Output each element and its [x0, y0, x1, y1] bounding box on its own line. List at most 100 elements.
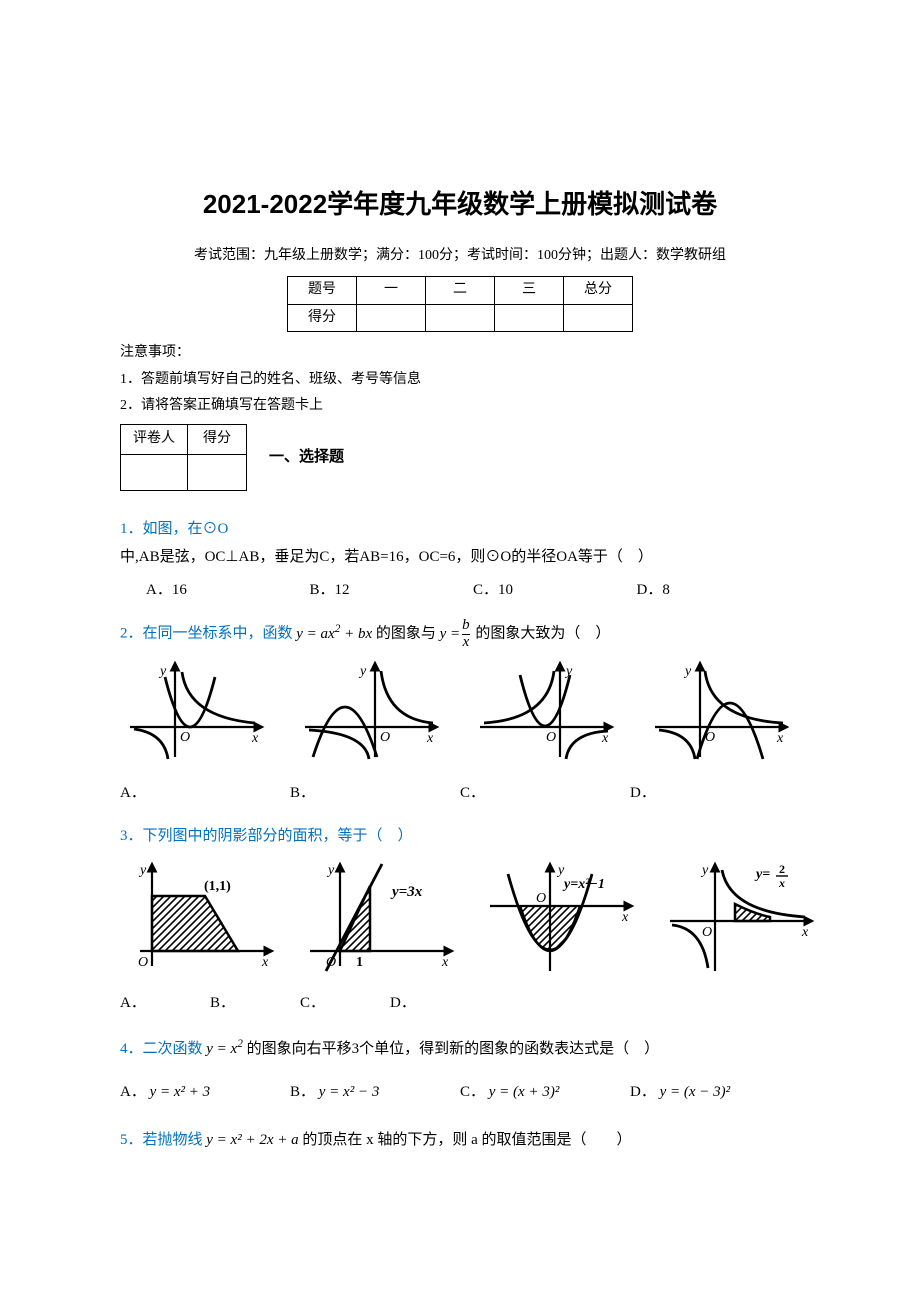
q5-body: 的顶点在 x 轴的下方，则 a 的取值范围是（ ） — [302, 1132, 631, 1148]
section-header-row: 评卷人 得分 一、选择题 — [120, 424, 800, 491]
svg-text:x: x — [621, 910, 629, 925]
svg-text:y=x²−1: y=x²−1 — [562, 877, 605, 892]
choice-label: A． — [120, 989, 210, 1018]
q2-eq1a: y = ax2 + bx — [296, 626, 372, 642]
question-1: 1．如图，在⊙O — [120, 515, 800, 544]
choice: B．12 — [310, 576, 474, 605]
question-5: 5．若抛物线 y = x² + 2x + a 的顶点在 x 轴的下方，则 a 的… — [120, 1126, 800, 1155]
q3-graph-3: y x O y=x²−1 — [480, 856, 640, 987]
svg-text:(1,1): (1,1) — [204, 879, 231, 894]
svg-text:y: y — [358, 664, 367, 679]
score-header-cell: 总分 — [564, 276, 633, 304]
note-line: 1．答题前填写好自己的姓名、班级、考号等信息 — [120, 367, 800, 394]
q5-num: 5．若抛物线 — [120, 1132, 206, 1148]
q3-graph-1: y x O (1,1) — [120, 856, 280, 987]
question-4: 4．二次函数 y = x2 的图象向右平移3个单位，得到新的图象的函数表达式是（… — [120, 1035, 800, 1064]
q3-text: 3．下列图中的阴影部分的面积，等于（ ） — [120, 828, 413, 844]
svg-text:y: y — [138, 863, 147, 878]
q3-graph-4: y x O y= 2 x — [660, 856, 820, 987]
svg-text:2: 2 — [779, 862, 785, 876]
svg-text:y=3x: y=3x — [390, 884, 423, 900]
q3-labels: A． B． C． D． — [120, 989, 800, 1018]
q4-num: 4．二次函数 — [120, 1041, 206, 1057]
notes-block: 注意事项： 1．答题前填写好自己的姓名、班级、考号等信息 2．请将答案正确填写在… — [120, 340, 800, 420]
score-header-cell: 一 — [357, 276, 426, 304]
svg-text:x: x — [426, 731, 434, 746]
choice-label: D． — [390, 989, 480, 1018]
svg-text:y: y — [326, 863, 335, 878]
svg-text:y: y — [700, 863, 709, 878]
q2-graph-c: x y O — [470, 657, 625, 778]
rater-table: 评卷人 得分 — [120, 424, 247, 491]
q2-graph-a: x y O — [120, 657, 275, 778]
svg-text:O: O — [138, 955, 148, 970]
svg-text:x: x — [601, 731, 609, 746]
choice-label: B． — [290, 779, 460, 808]
choice: C． y = (x + 3)² — [460, 1078, 630, 1107]
choice-label: C． — [460, 779, 630, 808]
choice: C．10 — [473, 576, 637, 605]
svg-text:O: O — [180, 730, 190, 745]
score-header-cell: 三 — [495, 276, 564, 304]
q1-body: 中,AB是弦，OC⊥AB，垂足为C，若AB=16，OC=6，则⊙O的半径OA等于… — [120, 543, 800, 572]
rater-cell — [121, 454, 188, 490]
svg-text:O: O — [380, 730, 390, 745]
q2-graph-b: x y O — [295, 657, 450, 778]
q4-eq: y = x2 — [206, 1041, 243, 1057]
choice-label: B． — [210, 989, 300, 1018]
choice: A．16 — [146, 576, 310, 605]
question-3: 3．下列图中的阴影部分的面积，等于（ ） — [120, 822, 800, 851]
q3-graph-2: y x O 1 y=3x — [300, 856, 460, 987]
q2-labels: A． B． C． D． — [120, 779, 800, 808]
choice: A． y = x² + 3 — [120, 1078, 290, 1107]
section-heading: 一、选择题 — [269, 443, 344, 472]
score-table: 题号 一 二 三 总分 得分 — [287, 276, 633, 332]
score-cell: 得分 — [288, 304, 357, 332]
score-header-cell: 二 — [426, 276, 495, 304]
q2-eq2: y = b x — [440, 618, 472, 651]
svg-text:x: x — [778, 876, 785, 890]
q1-num: 1．如图，在⊙O — [120, 521, 228, 537]
svg-text:x: x — [251, 731, 259, 746]
svg-text:1: 1 — [356, 955, 363, 970]
svg-text:y=: y= — [754, 867, 770, 882]
notes-title: 注意事项： — [120, 340, 800, 367]
q4-choices: A． y = x² + 3 B． y = x² − 3 C． y = (x + … — [120, 1078, 800, 1107]
rater-cell — [188, 454, 247, 490]
choice: D．8 — [637, 576, 801, 605]
score-cell — [426, 304, 495, 332]
q2-graphs: x y O x y O — [120, 657, 800, 778]
choice-label: D． — [630, 779, 800, 808]
q3-graphs: y x O (1,1) y x O 1 y=3x — [120, 856, 800, 987]
svg-text:x: x — [776, 731, 784, 746]
svg-text:O: O — [536, 891, 546, 906]
svg-text:y: y — [158, 664, 167, 679]
question-2: 2．在同一坐标系中，函数 y = ax2 + bx 的图象与 y = b x 的… — [120, 618, 800, 651]
svg-text:y: y — [556, 863, 565, 878]
svg-text:O: O — [702, 925, 712, 940]
page-title: 2021-2022学年度九年级数学上册模拟测试卷 — [120, 180, 800, 229]
score-cell — [564, 304, 633, 332]
svg-text:O: O — [546, 730, 556, 745]
score-cell — [357, 304, 426, 332]
exam-page: 2021-2022学年度九年级数学上册模拟测试卷 考试范围：九年级上册数学；满分… — [0, 0, 920, 1215]
q1-choices: A．16 B．12 C．10 D．8 — [146, 576, 800, 605]
score-header-cell: 题号 — [288, 276, 357, 304]
q2-mid: 的图象与 — [376, 626, 440, 642]
choice: B． y = x² − 3 — [290, 1078, 460, 1107]
svg-text:x: x — [441, 955, 449, 970]
q2-graph-d: x y O — [645, 657, 800, 778]
q4-body: 的图象向右平移3个单位，得到新的图象的函数表达式是（ ） — [247, 1041, 660, 1057]
q2-num: 2．在同一坐标系中，函数 — [120, 626, 296, 642]
choice-label: A． — [120, 779, 290, 808]
exam-subtitle: 考试范围：九年级上册数学；满分：100分；考试时间：100分钟；出题人：数学教研… — [120, 243, 800, 270]
svg-text:x: x — [801, 925, 809, 940]
score-cell — [495, 304, 564, 332]
rater-header: 得分 — [188, 424, 247, 454]
choice: D． y = (x − 3)² — [630, 1078, 800, 1107]
svg-text:x: x — [261, 955, 269, 970]
q2-end: 的图象大致为（ ） — [475, 626, 610, 642]
note-line: 2．请将答案正确填写在答题卡上 — [120, 393, 800, 420]
choice-label: C． — [300, 989, 390, 1018]
rater-header: 评卷人 — [121, 424, 188, 454]
